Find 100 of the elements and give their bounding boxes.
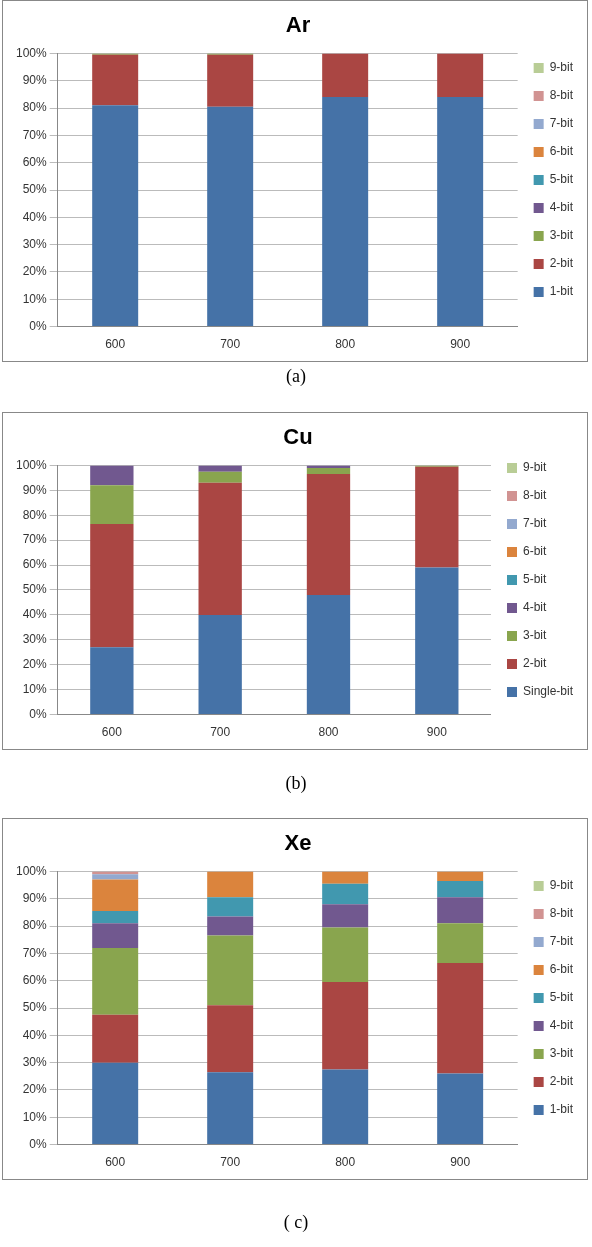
y-tick-label: 10% bbox=[22, 291, 48, 306]
x-tick-label: 900 bbox=[426, 725, 448, 740]
legend-label: 7-bit bbox=[549, 116, 574, 131]
x-tick-label: 700 bbox=[220, 1155, 241, 1170]
bar bbox=[437, 871, 484, 881]
y-tick-label: 60% bbox=[22, 557, 48, 572]
y-tick-label: 20% bbox=[22, 264, 48, 279]
y-tick-label: 10% bbox=[22, 681, 48, 696]
bar bbox=[198, 471, 242, 483]
y-tick-label: 90% bbox=[22, 891, 48, 906]
x-tick-label: 900 bbox=[450, 1155, 471, 1170]
bar bbox=[306, 467, 351, 475]
bar bbox=[322, 883, 369, 905]
bar bbox=[415, 466, 459, 568]
bar bbox=[92, 1062, 139, 1145]
legend-label: 2-bit bbox=[549, 256, 574, 271]
y-tick-label: 50% bbox=[22, 1000, 48, 1015]
y-tick-label: 100% bbox=[15, 457, 48, 472]
x-tick-label: 900 bbox=[450, 337, 471, 352]
x-tick-label: 700 bbox=[220, 337, 241, 352]
x-tick-label: 600 bbox=[105, 337, 126, 352]
bar bbox=[92, 879, 139, 912]
bar bbox=[90, 465, 134, 486]
bar bbox=[437, 880, 484, 898]
legend-label: 4-bit bbox=[522, 600, 547, 615]
y-tick-label: 80% bbox=[22, 507, 48, 522]
x-tick-label: 700 bbox=[210, 725, 231, 740]
bar bbox=[415, 567, 459, 715]
y-tick-label: 0% bbox=[29, 706, 48, 721]
bar bbox=[207, 1005, 254, 1073]
legend-label: 7-bit bbox=[522, 516, 547, 531]
bar bbox=[90, 523, 134, 648]
legend-label: 6-bit bbox=[522, 544, 547, 559]
y-tick-label: 0% bbox=[29, 1136, 48, 1151]
bar bbox=[306, 594, 351, 715]
legend-label: 3-bit bbox=[549, 1046, 574, 1061]
legend-label: 4-bit bbox=[549, 1018, 574, 1033]
legend-label: 4-bit bbox=[549, 200, 574, 215]
bar bbox=[322, 904, 369, 928]
bar bbox=[207, 54, 254, 107]
bar bbox=[322, 982, 369, 1070]
bar bbox=[92, 105, 139, 327]
legend-label: 7-bit bbox=[549, 934, 574, 949]
y-tick-label: 70% bbox=[22, 127, 48, 142]
bar bbox=[322, 1069, 369, 1145]
legend-label: 3-bit bbox=[522, 628, 547, 643]
y-tick-label: 50% bbox=[22, 582, 48, 597]
bar bbox=[306, 474, 351, 595]
y-tick-label: 0% bbox=[29, 318, 48, 333]
legend-label: 5-bit bbox=[549, 172, 574, 187]
bar bbox=[207, 897, 254, 917]
y-tick-label: 100% bbox=[15, 45, 48, 60]
bar bbox=[92, 1014, 139, 1063]
y-tick-label: 40% bbox=[22, 607, 48, 622]
y-tick-label: 90% bbox=[22, 482, 48, 497]
bar bbox=[198, 465, 242, 472]
legend-label: 9-bit bbox=[549, 60, 574, 75]
bar bbox=[90, 485, 134, 524]
y-tick-label: 60% bbox=[22, 972, 48, 987]
legend-label: 8-bit bbox=[549, 88, 574, 103]
legend-label: Single-bit bbox=[522, 684, 574, 699]
y-tick-label: 70% bbox=[22, 945, 48, 960]
y-tick-label: 70% bbox=[22, 532, 48, 547]
legend-label: 3-bit bbox=[549, 228, 574, 243]
legend-label: 6-bit bbox=[549, 144, 574, 159]
legend-label: 8-bit bbox=[549, 906, 574, 921]
bar bbox=[437, 97, 484, 327]
bar bbox=[92, 923, 139, 948]
bar bbox=[207, 916, 254, 936]
y-tick-label: 30% bbox=[22, 236, 48, 251]
y-tick-label: 90% bbox=[22, 73, 48, 88]
y-tick-label: 20% bbox=[22, 657, 48, 672]
legend-label: 9-bit bbox=[549, 878, 574, 893]
legend-label: 9-bit bbox=[522, 460, 547, 475]
y-tick-label: 50% bbox=[22, 182, 48, 197]
y-tick-label: 30% bbox=[22, 1054, 48, 1069]
text: (a) bbox=[285, 366, 307, 387]
bar bbox=[198, 614, 242, 715]
legend-label: 1-bit bbox=[549, 284, 574, 299]
y-tick-label: 80% bbox=[22, 918, 48, 933]
legend-label: 6-bit bbox=[549, 962, 574, 977]
x-tick-label: 800 bbox=[335, 1155, 356, 1170]
bar bbox=[322, 871, 369, 884]
bar bbox=[322, 53, 369, 98]
bar bbox=[322, 927, 369, 983]
bar bbox=[90, 647, 134, 715]
x-tick-label: 800 bbox=[318, 725, 339, 740]
text: (b) bbox=[284, 773, 308, 794]
bar bbox=[207, 935, 254, 1006]
y-tick-label: 30% bbox=[22, 632, 48, 647]
legend-label: 5-bit bbox=[522, 572, 547, 587]
legend-label: 5-bit bbox=[549, 990, 574, 1005]
x-tick-label: 600 bbox=[105, 1155, 126, 1170]
bar bbox=[92, 54, 139, 106]
bar bbox=[322, 97, 369, 327]
bar bbox=[198, 482, 242, 615]
bar bbox=[92, 947, 139, 1015]
bar bbox=[437, 1073, 484, 1145]
chart-title: Xe bbox=[284, 830, 312, 856]
y-tick-label: 40% bbox=[22, 209, 48, 224]
